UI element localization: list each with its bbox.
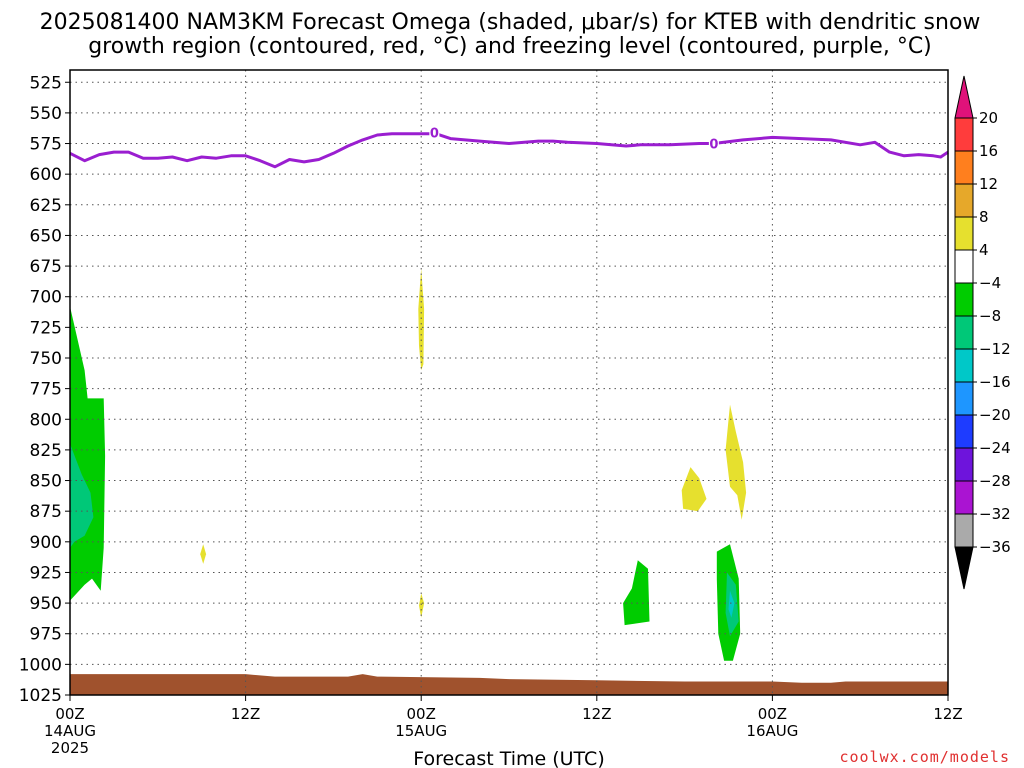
x-tick-label: 2025 [51,739,89,757]
colorbar-swatch [954,513,974,548]
colorbar-swatch [954,348,974,383]
plot-background [70,70,948,695]
x-tick-label: 14AUG [44,722,96,740]
colorbar-swatch [954,381,974,416]
x-tick-label: 12Z [582,705,611,723]
omega-region-7 [623,560,650,626]
colorbar-label: −20 [979,406,1011,424]
y-tick-label: 775 [30,380,62,400]
freezing-level-label: 0 [430,127,439,142]
terrain-fill [70,674,948,695]
x-tick-label: 12Z [231,705,260,723]
colorbar: 20 16 12 8 4 −4 −8 −12 −16 −20 −24 −28 −32 −36 [954,75,1011,590]
chart-title-line1: 2025081400 NAM3KM Forecast Omega (shaded… [40,10,981,35]
y-tick-label: 875 [30,502,62,522]
colorbar-bottom-arrow [954,546,974,590]
colorbar-label: −36 [979,538,1011,556]
y-tick-label: 725 [30,318,62,338]
colorbar-swatch [954,183,974,218]
credit-text: coolwx.com/models [839,748,1010,766]
omega-region-1 [70,443,94,548]
colorbar-swatch [954,150,974,185]
y-tick-label: 550 [30,104,62,124]
omega-region-4 [419,593,425,618]
colorbar-label: 8 [979,208,989,226]
y-tick-label: 950 [30,594,62,614]
grid-layer [70,70,948,695]
y-tick-label: 650 [30,226,62,246]
colorbar-label: −12 [979,340,1011,358]
omega-region-5 [681,467,707,512]
colorbar-label: −16 [979,373,1011,391]
omega-region-10 [728,590,735,618]
y-tick-label: 800 [30,410,62,430]
x-axis-label: Forecast Time (UTC) [413,748,604,768]
colorbar-swatch [954,249,974,284]
x-tick-label: 12Z [933,705,962,723]
colorbar-label: −4 [979,274,1001,292]
terrain-layer [70,674,948,695]
colorbar-label: −24 [979,439,1011,457]
colorbar-label: −28 [979,472,1011,490]
colorbar-label: 20 [979,109,998,127]
colorbar-swatch [954,447,974,482]
freezing-level-layer: 00 [69,124,949,169]
omega-region-2 [418,268,425,371]
y-tick-label: 1025 [19,686,62,706]
y-axis: 525 550 575 600 625 650 675 700 725 750 775 800 825 8… [19,73,70,706]
colorbar-swatch [954,282,974,317]
colorbar-swatch [954,315,974,350]
x-tick-label: 00Z [55,705,84,723]
colorbar-label: −32 [979,505,1011,523]
colorbar-swatch [954,117,974,152]
contour-label-bg [708,135,719,151]
y-tick-label: 825 [30,441,62,461]
y-tick-label: 750 [30,349,62,369]
colorbar-swatch [954,414,974,449]
contour-label-bg [429,124,440,140]
colorbar-label: −8 [979,307,1001,325]
y-tick-label: 600 [30,165,62,185]
freezing-level-label: 0 [709,138,718,153]
plot-frame [69,69,949,696]
y-tick-label: 850 [30,472,62,492]
omega-region-3 [200,544,207,564]
colorbar-label: 12 [979,175,998,193]
y-tick-label: 625 [30,196,62,216]
colorbar-swatch [954,480,974,515]
colorbar-swatch [954,216,974,251]
x-tick-label: 16AUG [746,722,798,740]
colorbar-top-arrow [954,75,974,119]
y-tick-label: 700 [30,288,62,308]
y-tick-label: 1000 [19,655,62,675]
y-tick-label: 525 [30,73,62,93]
colorbar-label: 4 [979,241,989,259]
omega-region-6 [725,404,747,520]
omega-layer [70,268,747,661]
colorbar-label: 16 [979,142,998,160]
x-tick-label: 00Z [407,705,436,723]
y-tick-label: 900 [30,533,62,553]
y-tick-label: 975 [30,625,62,645]
plot-area: 00 [69,69,949,696]
y-tick-label: 575 [30,135,62,155]
chart-title-line2: growth region (contoured, red, °C) and f… [88,34,932,59]
y-tick-label: 675 [30,257,62,277]
x-tick-label: 00Z [758,705,787,723]
x-tick-label: 15AUG [395,722,447,740]
y-tick-label: 925 [30,563,62,583]
